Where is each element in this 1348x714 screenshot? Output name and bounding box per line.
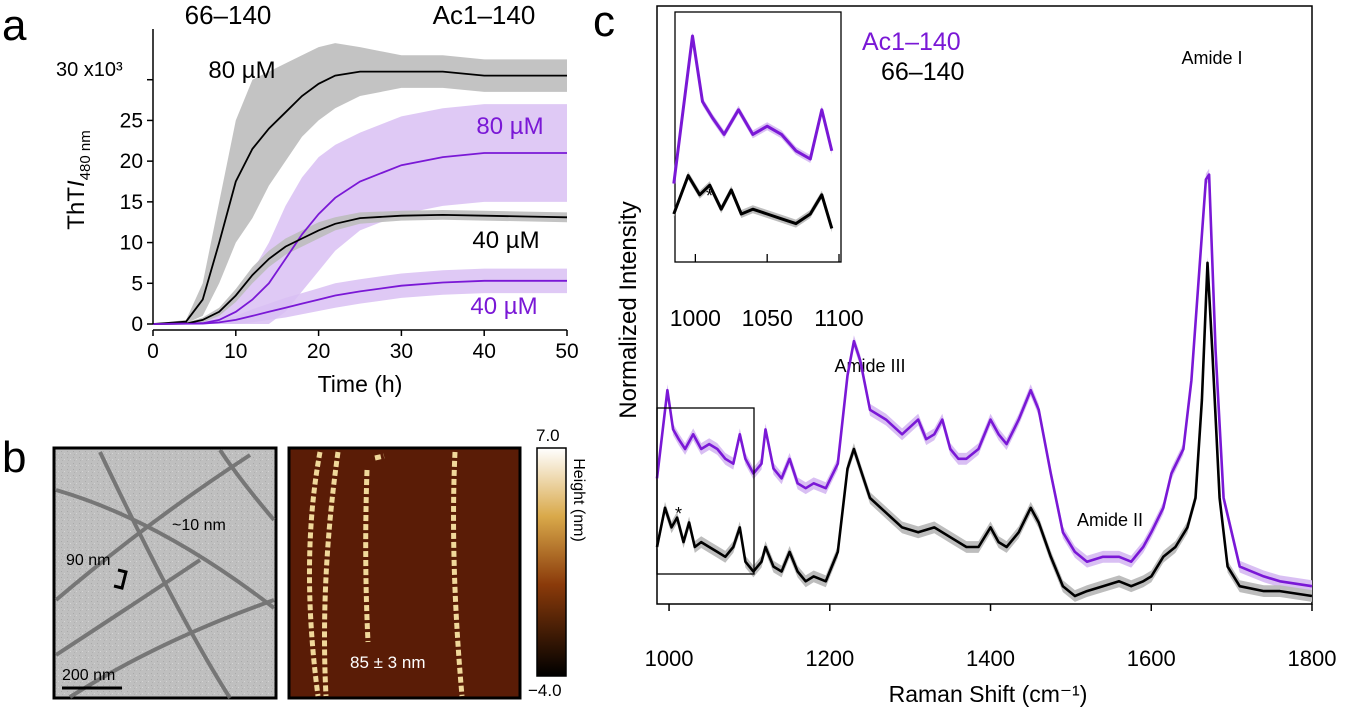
panel-label-a: a xyxy=(2,1,27,50)
y-multiplier: 30 x10³ xyxy=(56,59,123,81)
colorbar-label: Height (nm) xyxy=(570,458,587,542)
plot-frame-c xyxy=(656,5,1313,605)
y-tick-label: 20 xyxy=(120,150,143,173)
y-axis-label-c: Normalized Intensity xyxy=(615,201,642,418)
band-0 xyxy=(153,43,567,324)
x-tick-label: 0 xyxy=(147,340,159,363)
x-tick-label-c: 1400 xyxy=(966,646,1015,671)
panel-label-b: b xyxy=(2,433,26,482)
inset-frame xyxy=(674,11,842,263)
inset-x-tick-label: 1100 xyxy=(814,305,863,331)
tem-scale-label: 200 nm xyxy=(62,667,115,684)
series-line-3 xyxy=(152,279,567,325)
afm-fibrils xyxy=(307,451,465,697)
y-axis-label: ThTI480 nm xyxy=(63,130,94,229)
x-tick-label: 50 xyxy=(555,340,578,363)
inset-region-box xyxy=(656,407,755,575)
annotation-star-main: * xyxy=(675,504,682,524)
inset-x-tick-label: 1050 xyxy=(742,305,793,331)
x-axis-label: Time (h) xyxy=(318,371,403,397)
annotation-amide-iii: Amide III xyxy=(834,356,905,376)
tem-width-label: ~10 nm xyxy=(172,517,226,534)
colorbar-max: 7.0 xyxy=(536,426,560,445)
y-tick-label: 0 xyxy=(131,313,143,336)
series-line-0 xyxy=(152,70,567,325)
x-tick-label-c: 1000 xyxy=(645,646,694,671)
series-label-3: 40 µM xyxy=(470,293,537,320)
x-tick-label: 10 xyxy=(224,340,247,363)
y-tick-label: 10 xyxy=(120,232,143,255)
x-tick-label: 30 xyxy=(390,340,413,363)
afm-period-label: 85 ± 3 nm xyxy=(350,653,425,672)
inset-x-tick-label: 1000 xyxy=(670,305,721,331)
series-label-0: 80 µM xyxy=(208,57,275,84)
x-axis-label-c: Raman Shift (cm⁻¹) xyxy=(889,681,1088,707)
annotation-amide-ii: Amide II xyxy=(1077,510,1143,530)
annotation-amide-i: Amide I xyxy=(1181,48,1242,68)
tem-fibrils xyxy=(54,448,276,700)
tem-image: ~10 nm 90 nm 200 nm xyxy=(52,446,278,700)
x-tick-label: 20 xyxy=(307,340,330,363)
series-line-1 xyxy=(152,152,567,325)
x-tick-label: 40 xyxy=(473,340,496,363)
x-tick-label-c: 1600 xyxy=(1127,646,1176,671)
panel-c-raman-chart: Raman Shift (cm⁻¹) Normalized Intensity … xyxy=(615,5,1337,707)
legend-66-140: 66–140 xyxy=(881,58,964,86)
inset-star: * xyxy=(706,186,713,206)
y-tick-label: 15 xyxy=(120,191,143,214)
raman-line-66–140 xyxy=(655,261,1313,598)
tem-period-bracket xyxy=(113,568,128,590)
panel-a-tht-chart: 66–140 Ac1–140 30 x10³ Time (h) ThTI480 … xyxy=(56,0,579,397)
header-66-140: 66–140 xyxy=(185,0,272,30)
panel-label-c: c xyxy=(593,0,615,46)
afm-image: 85 ± 3 nm xyxy=(287,446,522,700)
series-label-1: 80 µM xyxy=(476,113,543,140)
header-ac1-140: Ac1–140 xyxy=(433,0,536,30)
panel-b-microscopy: ~10 nm 90 nm 200 nm 85 ± 3 nm 7.0 −4.0 xyxy=(52,426,587,700)
x-tick-label-c: 1800 xyxy=(1288,646,1337,671)
x-tick-label-c: 1200 xyxy=(805,646,854,671)
y-tick-label: 5 xyxy=(131,272,143,295)
series-line-2 xyxy=(152,213,568,325)
band-2 xyxy=(153,210,567,324)
tem-period-label: 90 nm xyxy=(66,552,110,569)
afm-colorbar: 7.0 −4.0 Height (nm) xyxy=(528,426,587,700)
legend-ac1-140: Ac1–140 xyxy=(862,28,961,56)
y-tick-label: 25 xyxy=(120,109,143,132)
series-label-2: 40 µM xyxy=(472,227,539,254)
colorbar-min: −4.0 xyxy=(528,681,562,700)
raman-line-Ac1–140 xyxy=(655,173,1313,588)
raman-band-1 xyxy=(657,256,1312,602)
inset-line-66–140 xyxy=(672,174,834,229)
inset-line-Ac1–140 xyxy=(672,34,834,184)
